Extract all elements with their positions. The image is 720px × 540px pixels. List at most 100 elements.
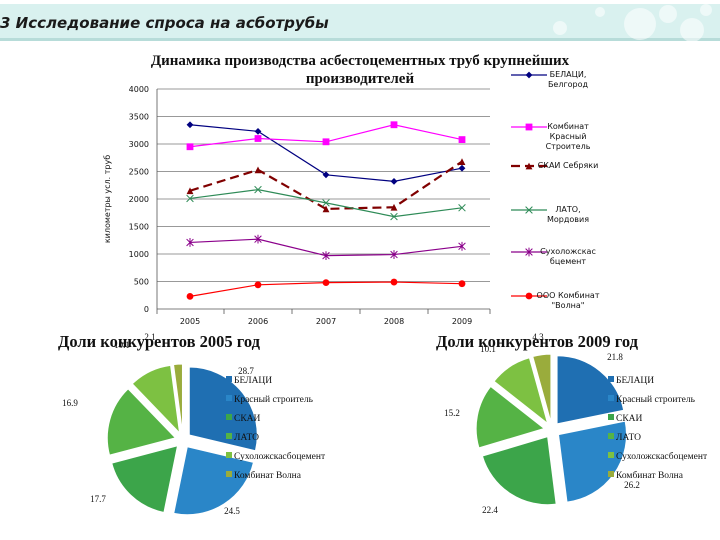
legend-swatch	[608, 433, 614, 439]
pie-slice	[173, 446, 255, 516]
y-tick-label: 1000	[129, 250, 149, 259]
data-point	[322, 279, 330, 286]
x-tick-label: 2009	[452, 317, 472, 326]
data-point	[254, 281, 262, 289]
legend-entry: ЛАТО, Мордовия	[547, 205, 589, 224]
data-point	[458, 164, 466, 172]
legend-entry: СКАИ Себряки	[538, 161, 599, 170]
slice-value-label: 28.7	[238, 366, 254, 376]
series-group	[186, 234, 466, 261]
slice-value-label: 16.9	[62, 398, 78, 408]
data-point	[186, 121, 194, 129]
slice-value-label: 15.2	[444, 408, 460, 418]
legend-entry: Красный строитель	[616, 394, 696, 405]
pie-slice	[481, 436, 557, 506]
legend-entry: ООО Комбинат "Волна"	[537, 291, 600, 310]
line-chart-title: Динамика производства асбестоцементных т…	[150, 53, 570, 87]
data-point	[458, 158, 466, 165]
legend-entry: СКАИ	[234, 414, 261, 424]
bubble-decoration	[700, 4, 712, 16]
slice-value-label: 17.7	[90, 494, 106, 504]
pie-slice	[111, 445, 179, 514]
legend-swatch	[608, 414, 614, 420]
data-point	[390, 278, 398, 286]
data-point	[322, 138, 330, 146]
legend-marker	[525, 123, 533, 131]
legend-swatch	[226, 376, 232, 382]
pie-2005-title: Доли конкурентов 2005 год	[58, 332, 260, 351]
data-point	[322, 251, 330, 261]
pie-slice	[106, 388, 177, 456]
series-group	[186, 278, 466, 300]
slice-value-label: 26.2	[624, 480, 640, 490]
y-tick-label: 3000	[129, 140, 149, 149]
y-tick-label: 500	[134, 278, 149, 287]
legend-entry: Комбинат Волна	[234, 470, 302, 481]
bubble-decoration	[624, 8, 656, 40]
pie-slice	[532, 353, 552, 423]
series-group	[186, 121, 466, 151]
legend-swatch	[226, 414, 232, 420]
legend-swatch	[608, 395, 614, 401]
legend-entry: СКАИ	[616, 414, 643, 424]
data-point	[390, 178, 398, 185]
x-tick-label: 2007	[316, 317, 336, 326]
bubble-decoration	[595, 7, 605, 17]
y-tick-label: 3500	[129, 113, 149, 122]
decorative-bubbles	[553, 4, 712, 42]
pie-chart-2009: 21.8 26.2 22.4 15.2 10.1 4.3 БЕЛАЦИ Красный стр…	[444, 332, 708, 515]
legend-entry: БЕЛАЦИ	[616, 376, 654, 386]
legend-entry: БЕЛАЦИ	[234, 376, 272, 386]
slice-value-label: 24.5	[224, 506, 240, 516]
legend-entry: ЛАТО	[234, 433, 259, 443]
data-point	[186, 194, 194, 203]
data-point	[254, 166, 262, 174]
bubble-decoration	[553, 21, 567, 35]
data-point	[322, 199, 330, 207]
series-group	[186, 185, 466, 221]
slice-value-label: 22.4	[482, 505, 498, 515]
y-axis-label: километры усл. труб	[103, 155, 112, 243]
legend-swatch	[226, 433, 232, 439]
legend-entry: ЛАТО	[616, 433, 641, 443]
series-group	[186, 158, 466, 213]
legend-marker	[525, 71, 533, 79]
y-tick-label: 0	[144, 305, 149, 314]
data-point	[254, 135, 262, 142]
pie-slice	[475, 385, 546, 449]
legend-swatch	[608, 471, 614, 477]
data-point	[390, 203, 398, 211]
data-point	[186, 187, 194, 195]
y-tick-label: 2500	[129, 168, 149, 177]
slide-title: 3 Исследование спроса на асботрубы	[0, 14, 329, 32]
pie-slice	[556, 355, 625, 425]
slice-value-label: 10.1	[114, 340, 130, 350]
legend-entry: Комбинат Красный Строитель	[546, 122, 591, 151]
slice-value-label: 2.1	[144, 332, 155, 342]
legend-swatch	[608, 452, 614, 458]
y-tick-label: 2000	[129, 195, 149, 204]
legend-marker	[525, 162, 533, 170]
bubble-decoration	[659, 5, 677, 23]
legend-entry: Сухоложскасбоцемент	[234, 451, 326, 462]
series-line	[189, 160, 463, 211]
data-point	[458, 280, 466, 288]
x-tick-label: 2005	[180, 317, 200, 326]
legend-swatch	[226, 452, 232, 458]
data-point	[186, 143, 194, 151]
y-tick-label: 1500	[129, 223, 149, 232]
x-tick-label: 2008	[384, 317, 404, 326]
data-point	[254, 185, 262, 194]
data-point	[458, 241, 466, 251]
data-point	[458, 136, 466, 143]
pie-slice	[172, 363, 183, 433]
data-point	[390, 121, 398, 129]
data-point	[390, 250, 398, 259]
data-point	[322, 205, 330, 213]
data-point	[254, 234, 262, 244]
data-point	[390, 212, 398, 221]
data-point	[458, 204, 466, 212]
data-point	[322, 171, 330, 179]
legend-swatch	[226, 471, 232, 477]
